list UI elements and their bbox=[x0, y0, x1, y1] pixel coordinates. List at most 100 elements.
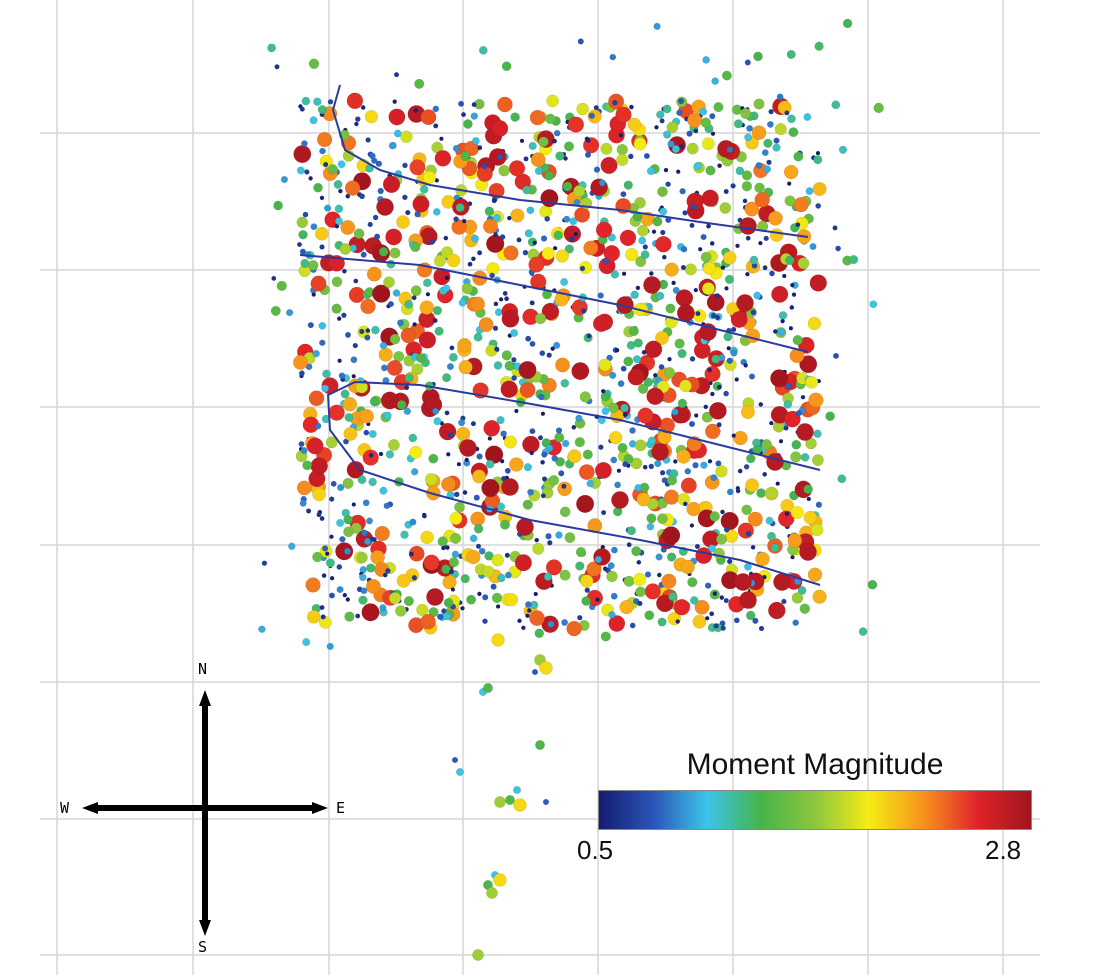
event-point bbox=[630, 457, 643, 470]
event-point bbox=[321, 545, 329, 552]
event-point bbox=[432, 317, 438, 324]
event-point bbox=[476, 250, 483, 256]
event-point bbox=[741, 504, 753, 516]
event-point bbox=[637, 224, 649, 237]
event-point bbox=[644, 610, 655, 621]
event-point bbox=[473, 494, 480, 501]
event-point bbox=[387, 300, 394, 308]
event-point bbox=[500, 430, 507, 438]
event-point bbox=[410, 241, 421, 253]
event-point bbox=[491, 553, 505, 567]
event-point bbox=[307, 260, 319, 271]
event-point bbox=[573, 185, 586, 198]
event-point bbox=[359, 328, 365, 335]
event-point bbox=[310, 457, 328, 475]
event-point bbox=[443, 235, 449, 241]
event-point bbox=[753, 291, 762, 300]
event-point bbox=[327, 98, 334, 105]
event-point bbox=[643, 276, 661, 294]
event-point bbox=[569, 236, 575, 242]
event-point bbox=[869, 300, 878, 309]
event-point bbox=[389, 333, 401, 345]
event-point bbox=[304, 169, 310, 175]
event-point bbox=[510, 208, 525, 223]
event-point bbox=[702, 261, 716, 276]
event-point bbox=[752, 617, 759, 624]
event-point bbox=[796, 423, 814, 441]
event-point bbox=[285, 308, 294, 317]
event-point bbox=[580, 574, 594, 588]
event-point bbox=[319, 515, 325, 522]
event-point bbox=[380, 391, 399, 410]
event-point bbox=[411, 575, 418, 581]
event-point bbox=[595, 221, 613, 239]
event-point bbox=[741, 180, 753, 192]
event-point bbox=[408, 545, 425, 562]
event-point bbox=[331, 276, 343, 288]
event-point bbox=[555, 249, 569, 263]
event-point bbox=[308, 58, 320, 70]
event-point bbox=[640, 250, 650, 260]
event-point bbox=[367, 221, 373, 228]
event-point bbox=[472, 469, 487, 484]
event-point bbox=[607, 562, 615, 570]
event-point bbox=[300, 447, 308, 455]
event-point bbox=[328, 404, 345, 421]
event-point bbox=[761, 149, 769, 157]
event-point bbox=[610, 270, 620, 279]
event-point bbox=[450, 587, 456, 592]
event-point bbox=[655, 291, 665, 301]
event-point bbox=[331, 303, 342, 314]
event-point bbox=[540, 493, 546, 499]
event-point bbox=[799, 543, 817, 561]
event-point bbox=[368, 452, 374, 458]
event-point bbox=[571, 424, 577, 430]
event-point bbox=[448, 557, 460, 568]
event-point bbox=[552, 245, 558, 251]
event-point bbox=[634, 439, 647, 452]
event-point bbox=[632, 355, 642, 364]
event-point bbox=[546, 352, 552, 358]
event-point bbox=[492, 325, 499, 332]
event-point bbox=[815, 202, 822, 209]
event-point bbox=[464, 457, 470, 463]
event-point bbox=[797, 586, 807, 595]
event-point bbox=[422, 170, 437, 184]
event-point bbox=[723, 390, 730, 397]
event-point bbox=[680, 245, 688, 253]
event-point bbox=[432, 208, 441, 216]
event-point bbox=[363, 537, 372, 546]
event-point bbox=[389, 247, 401, 259]
event-point bbox=[436, 613, 444, 620]
event-point bbox=[596, 313, 614, 331]
event-point bbox=[768, 601, 786, 620]
event-point bbox=[646, 513, 657, 524]
event-point bbox=[343, 426, 358, 441]
event-point bbox=[633, 573, 647, 587]
event-point bbox=[378, 451, 384, 457]
event-point bbox=[641, 349, 647, 355]
event-point bbox=[663, 367, 676, 379]
event-point bbox=[661, 526, 681, 545]
event-point bbox=[539, 350, 546, 357]
event-point bbox=[791, 439, 802, 450]
event-point bbox=[630, 290, 639, 300]
event-point bbox=[741, 170, 753, 181]
event-point bbox=[362, 449, 379, 466]
event-point bbox=[623, 453, 634, 465]
event-point bbox=[832, 225, 838, 231]
event-point bbox=[573, 231, 578, 237]
event-point bbox=[441, 564, 451, 575]
event-point bbox=[365, 328, 371, 334]
event-point bbox=[740, 404, 755, 420]
event-point bbox=[472, 949, 484, 961]
event-point bbox=[491, 592, 503, 604]
event-point bbox=[576, 494, 595, 513]
event-point bbox=[644, 571, 652, 578]
event-point bbox=[600, 631, 611, 642]
event-point bbox=[313, 97, 322, 106]
event-point bbox=[795, 222, 801, 228]
event-point bbox=[506, 215, 512, 221]
event-point bbox=[661, 254, 667, 260]
event-point bbox=[598, 358, 612, 372]
